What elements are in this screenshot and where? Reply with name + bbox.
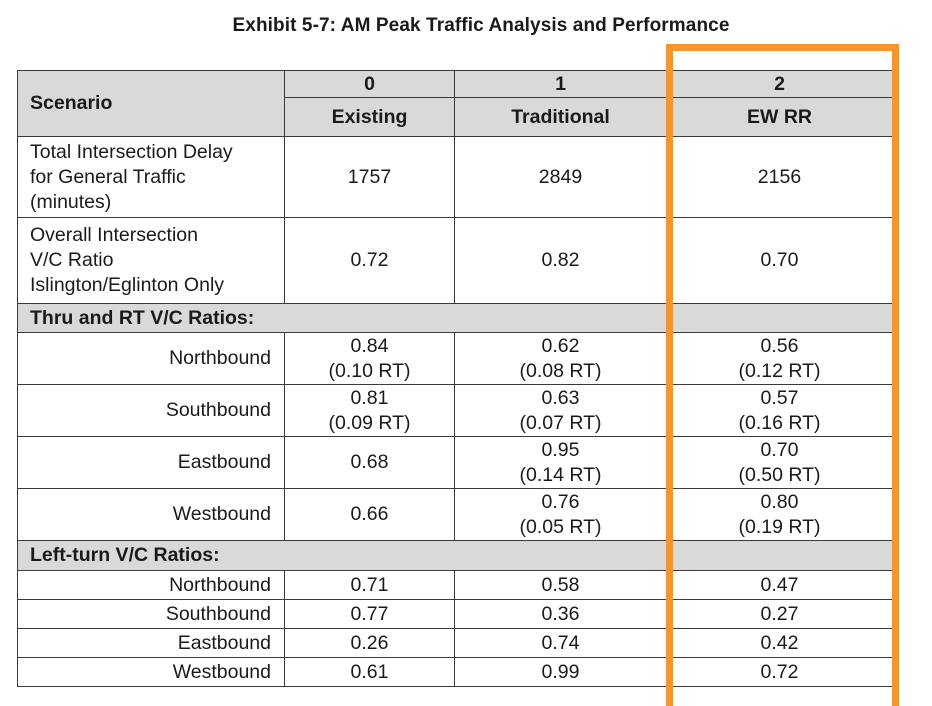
direction-label: Westbound	[17, 657, 285, 687]
direction-label: Northbound	[17, 332, 285, 385]
vc-value: 0.76	[541, 490, 580, 513]
vc-value: 0.56	[760, 334, 799, 357]
rt-value: (0.10 RT)	[328, 359, 411, 382]
traffic-analysis-table: Scenario 0 1 2 Existing Traditional EW R…	[17, 70, 893, 687]
scenario-number-2: 2	[666, 70, 893, 98]
table-cell: 0.80 (0.19 RT)	[666, 488, 893, 541]
table-cell: 0.56 (0.12 RT)	[666, 332, 893, 385]
table-cell: 1757	[284, 136, 455, 218]
table-row-thru-wb: Westbound 0.66 0.76 (0.05 RT) 0.80 (0.19 R…	[17, 488, 893, 541]
rt-value: (0.12 RT)	[738, 359, 821, 382]
rt-value: (0.16 RT)	[738, 411, 821, 434]
table-row-thru-nb: Northbound 0.84 (0.10 RT) 0.62 (0.08 RT) 0…	[17, 332, 893, 385]
table-cell: 0.68	[284, 436, 455, 489]
table-row-lt-wb: Westbound 0.61 0.99 0.72	[17, 657, 893, 687]
scenario-name-traditional: Traditional	[454, 97, 667, 137]
table-cell: 2156	[666, 136, 893, 218]
table-cell: 0.72	[284, 217, 455, 304]
table-row-lt-eb: Eastbound 0.26 0.74 0.42	[17, 628, 893, 658]
scenario-header: Scenario	[17, 70, 285, 137]
table-row-overall-vc: Overall Intersection V/C Ratio Islington…	[17, 217, 893, 304]
rt-value: (0.50 RT)	[738, 463, 821, 486]
table-cell: 0.81 (0.09 RT)	[284, 384, 455, 437]
direction-label: Southbound	[17, 384, 285, 437]
vc-value: 0.66	[350, 503, 389, 525]
table-cell: 0.42	[666, 628, 893, 658]
table-cell: 0.62 (0.08 RT)	[454, 332, 667, 385]
section-label-left-turn: Left-turn V/C Ratios:	[17, 540, 893, 571]
table-cell: 0.76 (0.05 RT)	[454, 488, 667, 541]
table-cell: 0.77	[284, 599, 455, 629]
vc-value: 0.57	[760, 386, 799, 409]
direction-label: Westbound	[17, 488, 285, 541]
vc-value: 0.63	[541, 386, 580, 409]
table-cell: 0.63 (0.07 RT)	[454, 384, 667, 437]
exhibit-title: Exhibit 5-7: AM Peak Traffic Analysis an…	[232, 15, 730, 36]
table-cell: 0.47	[666, 570, 893, 600]
rt-value: (0.08 RT)	[519, 359, 602, 382]
rt-value: (0.19 RT)	[738, 515, 821, 538]
vc-value: 0.80	[760, 490, 799, 513]
table-cell: 0.74	[454, 628, 667, 658]
table-cell: 0.66	[284, 488, 455, 541]
label-line: Total Intersection Delay	[30, 140, 233, 163]
vc-value: 0.62	[541, 334, 580, 357]
label-line: (minutes)	[30, 190, 112, 213]
rt-value: (0.14 RT)	[519, 463, 602, 486]
rt-value: (0.07 RT)	[519, 411, 602, 434]
section-label-thru-rt: Thru and RT V/C Ratios:	[17, 303, 893, 333]
table-cell: 0.70 (0.50 RT)	[666, 436, 893, 489]
label-line: Overall Intersection	[30, 224, 198, 246]
table-cell: 0.61	[284, 657, 455, 687]
vc-value: 0.81	[350, 386, 389, 409]
scenario-number-0: 0	[284, 70, 455, 98]
table-row-thru-sb: Southbound 0.81 (0.09 RT) 0.63 (0.07 RT) 0…	[17, 384, 893, 437]
table-cell: 0.82	[454, 217, 667, 304]
label-line: Islington/Eglinton Only	[30, 274, 225, 296]
scenario-name-ewrr: EW RR	[666, 97, 893, 137]
rt-value: (0.09 RT)	[328, 411, 411, 434]
table-cell: 0.71	[284, 570, 455, 600]
vc-value: 0.70	[760, 438, 799, 461]
section-row-left-turn: Left-turn V/C Ratios:	[17, 540, 893, 571]
vc-value: 0.68	[350, 451, 389, 473]
direction-label: Northbound	[17, 570, 285, 600]
table-cell: 0.58	[454, 570, 667, 600]
table-cell: 0.95 (0.14 RT)	[454, 436, 667, 489]
row-label-overall-vc: Overall Intersection V/C Ratio Islington…	[17, 217, 285, 304]
vc-value: 0.84	[350, 334, 389, 357]
table-cell: 0.27	[666, 599, 893, 629]
table-row-total-delay: Total Intersection Delay for General Tra…	[17, 136, 893, 218]
table-cell: 0.57 (0.16 RT)	[666, 384, 893, 437]
table-cell: 0.26	[284, 628, 455, 658]
header-row-numbers: Scenario 0 1 2	[17, 70, 893, 137]
scenario-name-existing: Existing	[284, 97, 455, 137]
direction-label: Eastbound	[17, 628, 285, 658]
table-row-lt-nb: Northbound 0.71 0.58 0.47	[17, 570, 893, 600]
direction-label: Eastbound	[17, 436, 285, 489]
table-cell: 0.36	[454, 599, 667, 629]
label-line: for General Traffic	[30, 165, 186, 188]
table-row-lt-sb: Southbound 0.77 0.36 0.27	[17, 599, 893, 629]
table-cell: 0.99	[454, 657, 667, 687]
row-label-total-delay: Total Intersection Delay for General Tra…	[17, 136, 285, 218]
table-cell: 0.72	[666, 657, 893, 687]
scenario-number-1: 1	[454, 70, 667, 98]
rt-value: (0.05 RT)	[519, 515, 602, 538]
table-row-thru-eb: Eastbound 0.68 0.95 (0.14 RT) 0.70 (0.50 R…	[17, 436, 893, 489]
table-cell: 0.70	[666, 217, 893, 304]
label-line: V/C Ratio	[30, 249, 114, 271]
section-row-thru-rt: Thru and RT V/C Ratios:	[17, 303, 893, 333]
direction-label: Southbound	[17, 599, 285, 629]
vc-value: 0.95	[541, 438, 580, 461]
table-cell: 2849	[454, 136, 667, 218]
table-cell: 0.84 (0.10 RT)	[284, 332, 455, 385]
